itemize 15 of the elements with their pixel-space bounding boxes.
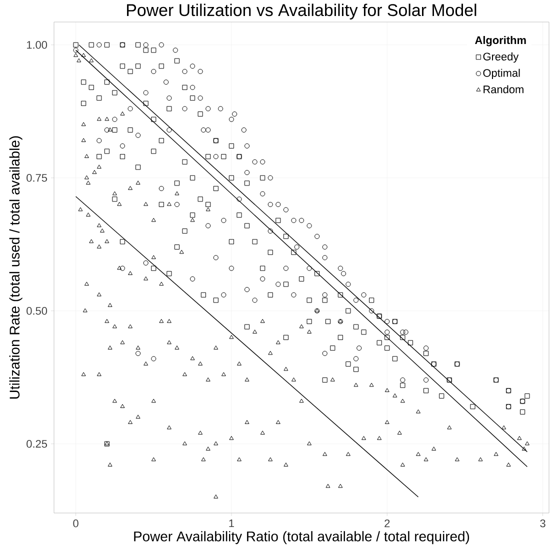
chart-title: Power Utilization vs Availability for Solar Model	[127, 4, 476, 20]
x-axis-title: Power Availability Ratio (total available / total required)	[134, 531, 470, 544]
legend-title: Algorithm	[475, 36, 526, 46]
y-tick-label: 0.75	[26, 174, 48, 182]
x-tick-label: 2	[384, 520, 390, 528]
x-tick-label: 3	[540, 520, 546, 528]
legend-label: Random	[484, 85, 524, 94]
x-tick-label: 1	[229, 520, 234, 528]
legend-label: Optimal	[483, 68, 520, 80]
y-axis-title: Utilization Rate (total used / total available)	[9, 136, 22, 399]
y-tick-label: 0.25	[26, 440, 48, 448]
x-tick-label: 0	[73, 520, 78, 528]
legend-label: Greedy	[483, 52, 519, 63]
y-tick-label: 1.00	[26, 41, 48, 49]
y-tick-label: 0.50	[26, 306, 48, 315]
